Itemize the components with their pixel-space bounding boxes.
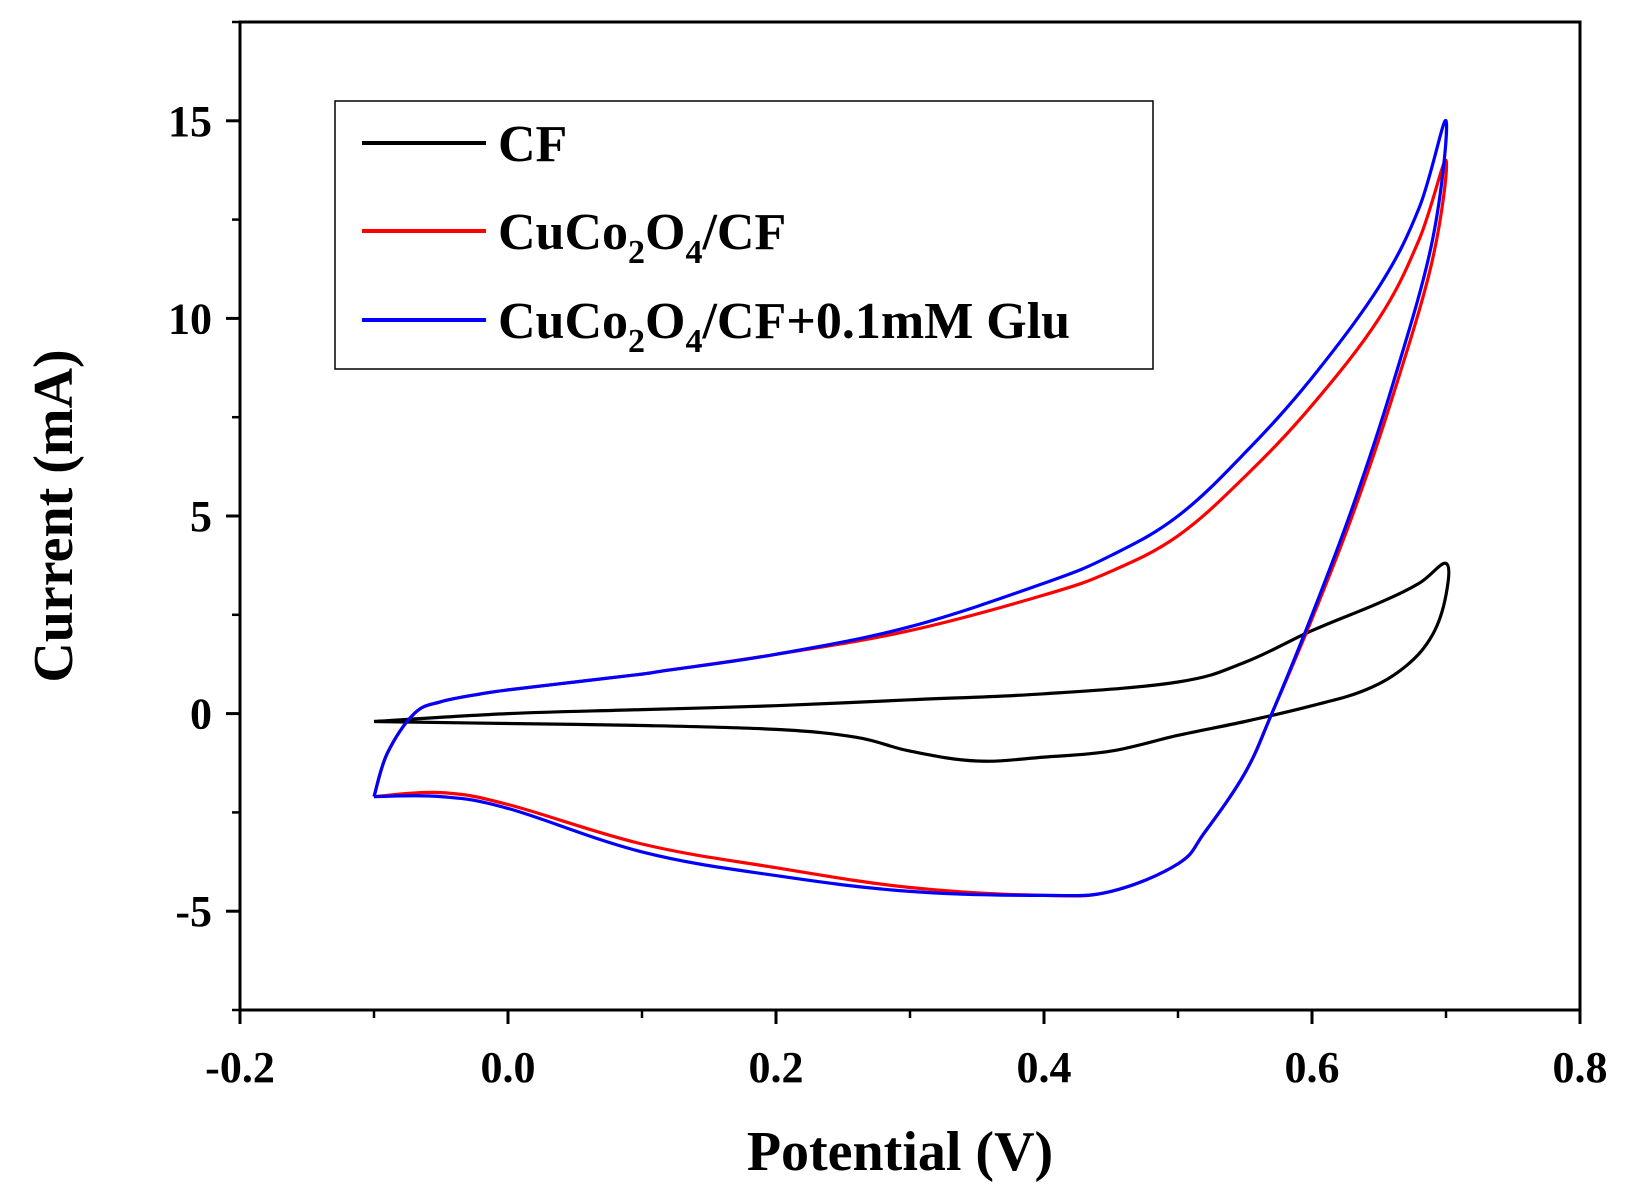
y-tick-label: 0 — [190, 690, 212, 739]
x-tick-label: -0.2 — [205, 1043, 275, 1092]
x-tick-label: 0.8 — [1553, 1043, 1608, 1092]
x-tick-label: 0.4 — [1017, 1043, 1072, 1092]
y-tick-label: -5 — [175, 887, 212, 936]
y-tick-label: 10 — [168, 294, 212, 343]
legend-box — [334, 100, 1154, 370]
legend-label: CuCo2O4/CF — [498, 204, 786, 271]
x-tick-label: 0.0 — [481, 1043, 536, 1092]
x-tick-label: 0.6 — [1285, 1043, 1340, 1092]
legend-item-cuco2o4-cf-glu: CuCo2O4/CF+0.1mM Glu — [362, 293, 1070, 360]
y-tick-label: 5 — [190, 492, 212, 541]
legend-item-cuco2o4-cf: CuCo2O4/CF — [362, 204, 786, 271]
legend-item-cf: CF — [362, 116, 567, 173]
series-layer — [372, 119, 1451, 898]
x-tick-label: 0.2 — [749, 1043, 804, 1092]
y-tick-label: 15 — [168, 97, 212, 146]
series-cuco2o4-cf-glu — [372, 119, 1449, 898]
y-axis-title: Current (mA) — [23, 349, 85, 682]
legend-label: CF — [498, 116, 567, 173]
x-axis-title: Potential (V) — [747, 1121, 1053, 1183]
tick-labels: -0.2 0.0 0.2 0.4 0.6 0.8 -5 0 5 10 15 — [168, 97, 1608, 1092]
legend: CF CuCo2O4/CF CuCo2O4/CF+0.1mM Glu — [334, 100, 1154, 370]
series-cf — [373, 561, 1451, 763]
legend-label: CuCo2O4/CF+0.1mM Glu — [498, 293, 1070, 360]
axis-ticks — [226, 20, 1582, 1024]
